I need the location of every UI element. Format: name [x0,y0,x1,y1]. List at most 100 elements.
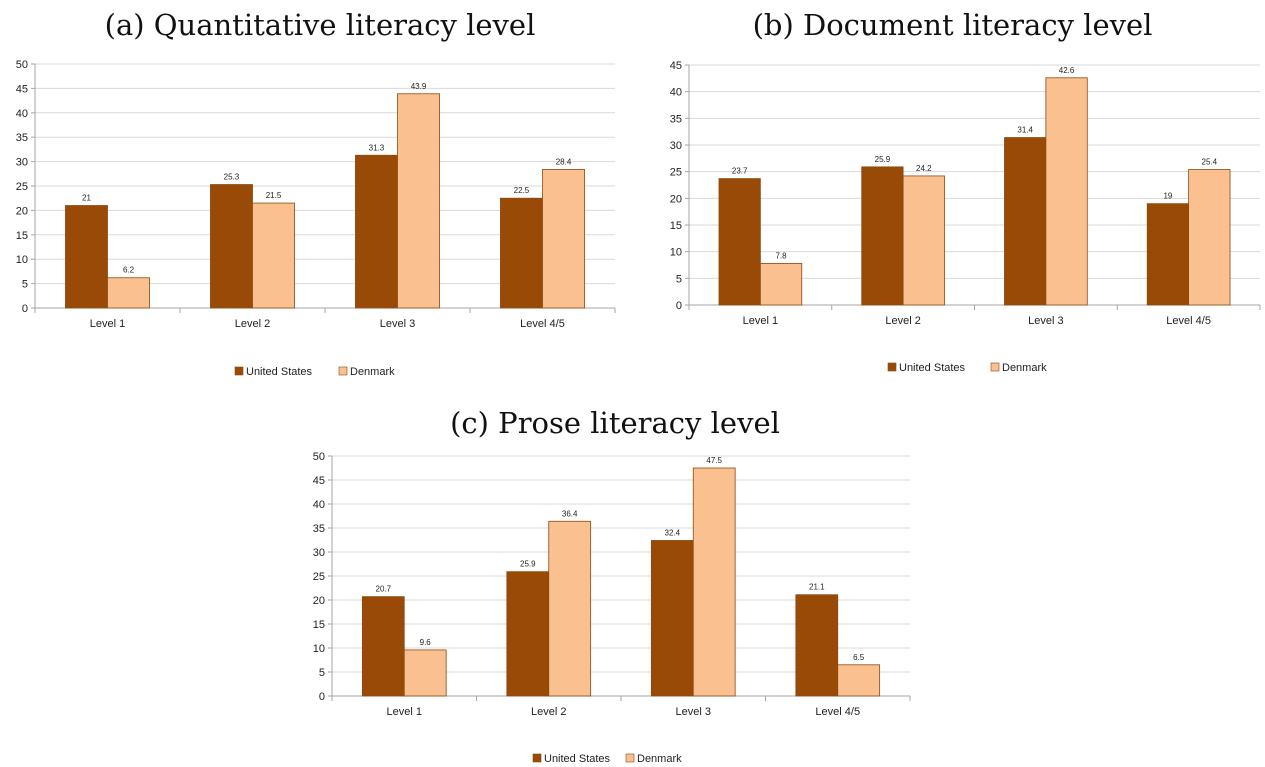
legend-label: United States [544,753,611,765]
data-label: 21.5 [266,191,282,200]
bar-united-states [718,178,761,306]
y-tick-label: 15 [313,619,325,631]
bar-united-states [1146,203,1190,306]
y-tick-label: 20 [313,595,325,607]
data-label: 6.5 [853,653,865,662]
data-label: 25.3 [224,173,240,182]
x-tick-label: Level 4/5 [1166,315,1211,327]
y-tick-label: 10 [16,254,28,266]
y-tick-label: 15 [670,220,682,232]
y-tick-label: 5 [676,273,682,285]
x-tick-label: Level 1 [743,315,778,327]
bar-united-states [650,540,694,697]
y-tick-label: 5 [319,667,325,679]
legend-swatch-united-states [887,362,897,372]
bar-united-states [500,197,543,309]
y-tick-label: 30 [313,547,325,559]
bar-united-states [355,154,398,309]
y-tick-label: 40 [16,108,28,120]
chart-svg: 0 5 10 15 20 25 30 35 40 45 23.7 7.8 Level 1 25.9 24.2… [670,60,1261,374]
x-tick-label: Level 3 [1028,315,1063,327]
y-tick-label: 45 [313,475,325,487]
y-tick-label: 25 [670,167,682,179]
y-tick-label: 35 [313,523,325,535]
y-tick-label: 25 [16,181,28,193]
y-tick-label: 0 [22,303,28,315]
x-tick-label: Level 3 [676,706,711,718]
data-label: 25.9 [520,560,536,569]
data-label: 6.2 [123,266,135,275]
data-label: 31.4 [1017,126,1033,135]
bar-denmark [397,93,440,309]
chart-svg: 0 5 10 15 20 25 30 35 40 45 50 20.7 9.6 Level 1 25.9 36… [313,451,911,765]
chart-panel-prose: (c) Prose literacy level 0 5 10 15 20 25 30 35 4… [290,398,940,767]
y-tick-label: 20 [16,205,28,217]
data-label: 43.9 [411,82,427,91]
x-tick-label: Level 2 [885,315,920,327]
x-tick-label: Level 1 [387,706,422,718]
data-label: 47.5 [706,456,722,465]
bar-united-states [861,166,904,306]
data-label: 42.6 [1059,66,1075,75]
y-tick-label: 10 [313,643,325,655]
data-label: 25.9 [875,155,891,164]
chart-panel-document: (b) Document literacy level 0 5 10 15 20 25 30… [640,0,1265,385]
data-label: 9.6 [420,638,432,647]
y-tick-label: 50 [16,59,28,71]
chart-title: (c) Prose literacy level [450,406,780,440]
legend-swatch-denmark [990,362,1000,372]
legend-label: Denmark [637,753,682,765]
bar-denmark [403,649,447,697]
y-tick-label: 10 [670,247,682,259]
legend-swatch-united-states [234,366,244,376]
y-tick-label: 40 [313,499,325,511]
y-tick-label: 25 [313,571,325,583]
bar-united-states [795,594,839,697]
bar-denmark [759,262,803,306]
legend-swatch-denmark [338,366,348,376]
data-label: 23.7 [732,167,748,176]
y-tick-label: 40 [670,87,682,99]
data-label: 19 [1163,192,1172,201]
data-label: 36.4 [562,509,578,518]
y-tick-label: 35 [16,132,28,144]
chart-title: (a) Quantitative literacy level [104,8,536,42]
legend-label: United States [246,366,313,378]
y-tick-label: 0 [319,691,325,703]
y-tick-label: 30 [16,157,28,169]
data-label: 24.2 [916,164,932,173]
legend-swatch-denmark [625,753,635,763]
data-label: 7.8 [776,251,788,260]
y-tick-label: 45 [16,83,28,95]
y-tick-label: 0 [676,300,682,312]
chart-panel-quantitative: (a) Quantitative literacy level 0 5 10 15 20… [0,0,640,385]
legend-label: United States [899,362,966,374]
data-label: 22.5 [514,186,530,195]
x-tick-label: Level 2 [531,706,566,718]
data-label: 21.1 [809,583,825,592]
data-label: 21 [82,194,91,203]
y-tick-label: 5 [22,279,28,291]
y-tick-label: 30 [670,140,682,152]
y-tick-label: 50 [313,451,325,463]
bar-denmark [548,520,592,697]
x-tick-label: Level 4/5 [520,318,565,330]
legend-label: Denmark [1002,362,1047,374]
data-label: 31.3 [369,143,385,152]
y-tick-label: 15 [16,230,28,242]
bar-denmark [107,277,150,309]
data-label: 20.7 [376,585,392,594]
x-tick-label: Level 1 [90,318,125,330]
x-tick-label: Level 2 [235,318,270,330]
bar-united-states [506,571,550,697]
data-label: 32.4 [665,528,681,537]
bar-denmark [692,467,736,697]
data-label: 28.4 [556,157,572,166]
chart-title: (b) Document literacy level [752,8,1153,42]
x-tick-label: Level 4/5 [815,706,860,718]
y-tick-label: 35 [670,113,682,125]
bar-united-states [361,596,405,697]
bar-denmark [1188,169,1231,306]
bar-denmark [837,664,881,697]
bar-denmark [1045,77,1088,306]
